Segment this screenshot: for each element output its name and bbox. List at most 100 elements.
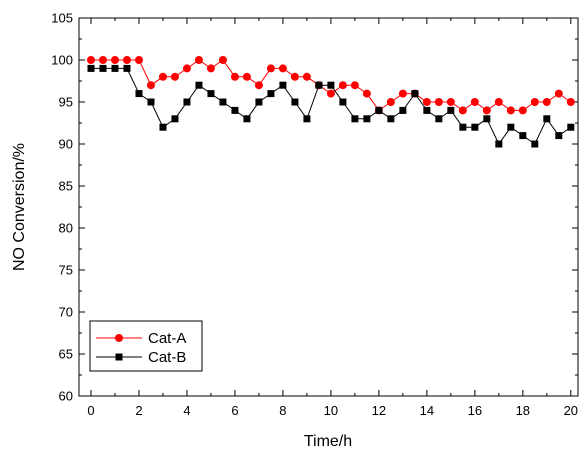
data-point-cat-b xyxy=(315,81,323,89)
data-point-cat-b xyxy=(219,98,227,106)
data-point-cat-b xyxy=(279,81,287,89)
data-point-cat-b xyxy=(399,106,407,114)
x-tick-label: 0 xyxy=(87,403,94,418)
data-point-cat-b xyxy=(303,115,311,123)
data-point-cat-b xyxy=(531,140,539,148)
y-tick-label: 60 xyxy=(59,389,73,404)
data-point-cat-a xyxy=(434,98,443,106)
y-tick-label: 80 xyxy=(59,221,73,236)
x-tick-label: 2 xyxy=(135,403,142,418)
y-tick-label: 100 xyxy=(51,53,73,68)
data-point-cat-b xyxy=(411,90,419,98)
data-point-cat-a xyxy=(206,64,215,73)
data-point-cat-a xyxy=(458,106,467,115)
data-point-cat-a xyxy=(242,72,251,81)
data-point-cat-a xyxy=(506,106,515,115)
data-point-cat-b xyxy=(267,90,275,98)
y-tick-label: 95 xyxy=(59,95,73,110)
x-tick-label: 10 xyxy=(324,403,338,418)
data-point-cat-a xyxy=(326,89,335,98)
y-axis: 60 65 70 75 80 85 90 95 100 105 xyxy=(51,11,578,404)
data-point-cat-a xyxy=(158,72,167,81)
data-point-cat-b xyxy=(363,115,371,123)
data-point-cat-a xyxy=(518,106,527,115)
data-point-cat-b xyxy=(435,115,443,123)
data-point-cat-b xyxy=(555,132,563,140)
data-point-cat-a xyxy=(278,64,287,73)
y-tick-label: 70 xyxy=(59,305,73,320)
legend-box xyxy=(89,320,203,372)
data-point-cat-a xyxy=(146,81,155,90)
data-point-cat-a xyxy=(110,56,119,64)
data-point-cat-a xyxy=(98,56,107,64)
data-point-cat-a xyxy=(134,56,143,64)
data-point-cat-b xyxy=(231,106,239,114)
legend-label-cat-b: Cat-B xyxy=(148,349,186,366)
x-axis: 0 2 4 6 8 10 12 14 16 18 20 xyxy=(87,18,578,418)
y-tick-label: 75 xyxy=(59,263,73,278)
y-tick-label: 90 xyxy=(59,137,73,152)
data-point-cat-b xyxy=(327,81,335,89)
data-point-cat-b xyxy=(423,106,431,114)
data-point-cat-a xyxy=(530,98,539,106)
y-tick-label: 65 xyxy=(59,347,73,362)
legend: Cat-A Cat-B xyxy=(89,320,203,372)
data-point-cat-a xyxy=(398,89,407,98)
legend-marker-cat-b xyxy=(115,353,123,361)
data-point-cat-a xyxy=(350,81,359,90)
data-point-cat-a xyxy=(422,98,431,106)
data-point-cat-a xyxy=(470,98,479,106)
data-point-cat-a xyxy=(362,89,371,98)
data-point-cat-b xyxy=(243,115,251,123)
data-point-cat-a xyxy=(170,72,179,81)
x-tick-label: 4 xyxy=(183,403,190,418)
data-point-cat-a xyxy=(482,106,491,115)
data-point-cat-b xyxy=(171,115,179,123)
data-point-cat-b xyxy=(507,123,515,131)
data-point-cat-b xyxy=(519,132,527,140)
data-point-cat-a xyxy=(386,98,395,106)
data-point-cat-b xyxy=(459,123,467,131)
x-tick-label: 14 xyxy=(420,403,434,418)
data-point-cat-b xyxy=(111,64,119,72)
data-point-cat-a xyxy=(194,56,203,64)
data-point-cat-a xyxy=(182,64,191,73)
data-point-cat-a xyxy=(302,72,311,81)
legend-label-cat-a: Cat-A xyxy=(148,330,186,347)
data-point-cat-b xyxy=(207,90,215,98)
x-tick-label: 12 xyxy=(372,403,386,418)
x-tick-label: 18 xyxy=(516,403,530,418)
data-point-cat-a xyxy=(254,81,263,90)
data-point-cat-b xyxy=(447,106,455,114)
data-point-cat-b xyxy=(195,81,203,89)
x-tick-label: 20 xyxy=(564,403,578,418)
data-point-cat-b xyxy=(291,98,299,106)
data-point-cat-b xyxy=(147,98,155,106)
data-point-cat-b xyxy=(135,90,143,98)
data-point-cat-b xyxy=(483,115,491,123)
data-point-cat-b xyxy=(543,115,551,123)
x-tick-label: 8 xyxy=(279,403,286,418)
data-point-cat-b xyxy=(351,115,359,123)
data-point-cat-a xyxy=(86,56,95,64)
data-point-cat-b xyxy=(87,64,95,72)
data-point-cat-b xyxy=(375,106,383,114)
legend-marker-cat-a xyxy=(115,334,123,342)
y-tick-label: 105 xyxy=(51,11,73,26)
y-tick-label: 85 xyxy=(59,179,73,194)
data-point-cat-b xyxy=(495,140,503,148)
series-layer xyxy=(86,56,575,148)
x-tick-label: 16 xyxy=(468,403,482,418)
data-point-cat-b xyxy=(123,64,131,72)
data-point-cat-a xyxy=(542,98,551,106)
data-point-cat-a xyxy=(554,89,563,98)
data-point-cat-a xyxy=(446,98,455,106)
data-point-cat-b xyxy=(339,98,347,106)
x-axis-title: Time/h xyxy=(304,433,352,450)
data-point-cat-a xyxy=(122,56,131,64)
data-point-cat-a xyxy=(494,98,503,106)
data-point-cat-b xyxy=(255,98,263,106)
data-point-cat-a xyxy=(266,64,275,73)
data-point-cat-a xyxy=(566,98,575,106)
data-point-cat-b xyxy=(567,123,575,131)
